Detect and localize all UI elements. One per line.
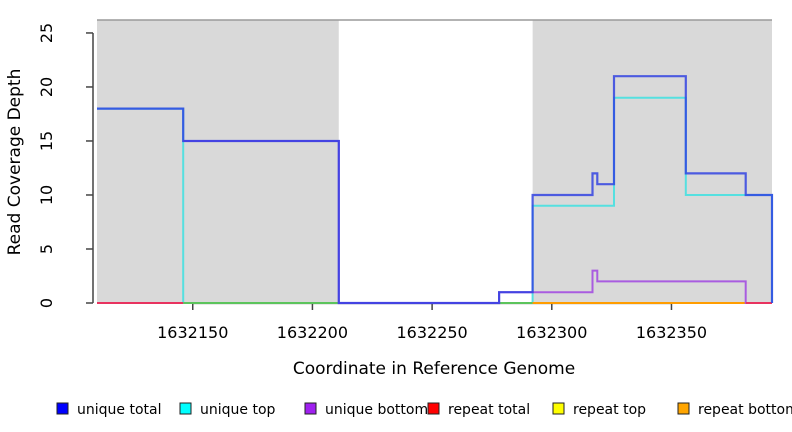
legend-label-unique-bottom: unique bottom (325, 402, 428, 418)
y-axis-title: Read Coverage Depth (5, 69, 25, 256)
legend-label-unique-total: unique total (77, 402, 161, 418)
legend-label-unique-top: unique top (200, 402, 276, 418)
shaded-region (532, 20, 772, 304)
legend-item-repeat-bottom: repeat bottom (677, 402, 792, 418)
y-tick-label: 5 (37, 244, 56, 254)
x-tick-label: 1632150 (157, 323, 228, 342)
shaded-regions (97, 19, 772, 304)
shaded-region (97, 20, 339, 304)
y-tick-label: 0 (37, 298, 56, 308)
x-axis-title: Coordinate in Reference Genome (293, 359, 575, 379)
y-tick-label: 20 (37, 77, 56, 97)
legend-item-repeat-top: repeat top (552, 402, 646, 418)
x-tick-label: 1632200 (277, 323, 348, 342)
y-tick-label: 15 (37, 131, 56, 151)
legend-label-repeat-top: repeat top (573, 402, 646, 418)
repeat-bottom-swatch (677, 402, 690, 415)
legend: unique total unique top unique bottom re… (56, 402, 792, 418)
unique-bottom-swatch (304, 402, 317, 415)
series-lines (97, 75, 774, 305)
unique-total-swatch (56, 402, 69, 415)
series-unique-total (97, 75, 774, 305)
axes: 1632150 1632200 1632250 1632300 1632350 0 5 10 1… (37, 23, 707, 342)
y-tick-label: 25 (37, 23, 56, 43)
x-tick-label: 1632350 (636, 323, 707, 342)
legend-item-unique-top: unique top (179, 402, 276, 418)
legend-item-unique-bottom: unique bottom (304, 402, 428, 418)
series-unique-top (97, 96, 773, 304)
x-tick-label: 1632300 (516, 323, 587, 342)
legend-item-unique-total: unique total (56, 402, 161, 418)
legend-label-repeat-total: repeat total (448, 402, 530, 418)
legend-item-repeat-total: repeat total (427, 402, 530, 418)
x-tick-label: 1632250 (396, 323, 467, 342)
unique-top-swatch (179, 402, 192, 415)
legend-label-repeat-bottom: repeat bottom (698, 402, 792, 418)
y-tick-label: 10 (37, 185, 56, 205)
repeat-top-swatch (552, 402, 565, 415)
repeat-total-swatch (427, 402, 440, 415)
